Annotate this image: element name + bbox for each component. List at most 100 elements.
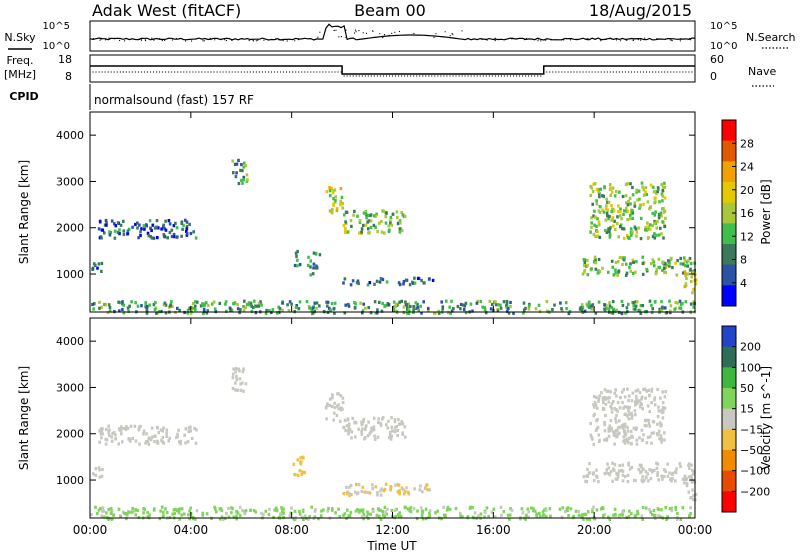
power-cells-cell [245, 173, 249, 177]
vel-cells-cell [161, 510, 165, 514]
power-cells-cell [611, 265, 615, 269]
noise-search-dot [452, 33, 454, 36]
power-colorbar-label: Power [dB] [759, 179, 773, 244]
vel-cells-cell [608, 396, 611, 400]
vel-cells-cell [532, 507, 535, 511]
vel-cells-cell [644, 506, 648, 510]
power-cells-cell [559, 301, 562, 305]
power-cells-cell [394, 305, 397, 309]
power-cells-cell [392, 308, 395, 312]
vel-cells-cell [100, 427, 103, 431]
vel-cells-cell [560, 515, 564, 519]
vel-cells-cell [609, 418, 613, 423]
power-cells-cell [344, 210, 348, 214]
vel-cells-cell [656, 387, 659, 392]
power-cells-cell [278, 307, 282, 311]
power-cells-cell [509, 300, 512, 305]
power-cells-cell [653, 221, 656, 225]
beam-title: Beam 00 [354, 1, 426, 20]
power-cells-cell [318, 253, 322, 257]
vel-cells-cell [366, 510, 369, 514]
power-cells-cell [136, 304, 140, 308]
vel-cells-cell [626, 480, 630, 484]
power-cells-cell [406, 306, 409, 310]
power-cells-cell [689, 267, 692, 271]
power-cells-cell [312, 262, 316, 266]
nave-dot [473, 75, 475, 77]
power-cells-cell [512, 311, 515, 315]
vel-cells-cell [262, 512, 265, 517]
time-tick-label: 20:00 [577, 523, 612, 537]
power-cells-cell [537, 303, 541, 307]
colorbar-swatch [722, 491, 736, 513]
power-cells-cell [620, 217, 623, 221]
power-cells-cell [334, 199, 337, 203]
vel-cells-cell [609, 470, 613, 474]
vel-cells-cell [666, 474, 670, 478]
vel-cells-cell [541, 514, 545, 518]
vel-cells-cell [544, 515, 548, 519]
nave-dot [488, 75, 490, 77]
vel-cells-cell [558, 507, 562, 511]
power-cells-cell [241, 181, 244, 185]
vel-cells-cell [617, 469, 621, 473]
vel-cells-cell [390, 434, 394, 438]
vel-cells-cell [242, 367, 245, 371]
vel-cells-cell [376, 493, 379, 497]
vel-cells-cell [188, 509, 191, 513]
power-cells-cell [627, 302, 630, 306]
power-cells-cell [412, 281, 415, 285]
vel-cells-cell [594, 403, 598, 407]
power-cells-cell [599, 187, 603, 191]
vel-cells-cell [237, 367, 241, 371]
vel-cells-cell [634, 403, 637, 407]
power-cells-cell [507, 311, 511, 315]
power-cells-cell [314, 266, 318, 270]
power-cells-cell [479, 299, 483, 304]
vel-cells-cell [690, 476, 693, 481]
nave-dot [277, 71, 279, 73]
vel-cells-cell [293, 509, 297, 513]
power-cells-cell [98, 219, 102, 223]
vel-cells-cell [626, 387, 629, 391]
power-cells-cell [427, 309, 430, 313]
power-cells-cell [264, 311, 268, 315]
nave-dot [373, 75, 375, 77]
power-cells-cell [288, 300, 292, 304]
noise-search-dot [203, 40, 205, 42]
power-cells-cell [232, 171, 235, 175]
power-cells-cell [140, 227, 143, 231]
vel-cells-cell [372, 416, 376, 420]
power-cells-cell [607, 270, 610, 274]
power-cells-cell [294, 251, 298, 255]
nave-dot [195, 71, 197, 73]
power-cells-cell [661, 194, 664, 198]
vel-cells-cell [602, 401, 605, 405]
vel-cells-cell [616, 429, 619, 433]
nave-dot [679, 71, 681, 73]
vel-cells-cell [656, 422, 659, 426]
power-cells-cell [306, 263, 310, 267]
vel-cells-cell [387, 419, 390, 423]
vel-cells-cell [145, 432, 148, 436]
vel-cells-cell [383, 487, 387, 491]
vel-cells-cell [652, 509, 656, 513]
power-cells-cell [407, 311, 411, 316]
power-cells-cell [620, 312, 624, 316]
power-cells-cell [369, 213, 372, 217]
power-cells-cell [107, 303, 111, 307]
power-cells-cell [369, 311, 373, 315]
nave-dot [564, 71, 566, 73]
power-cells-cell [663, 264, 666, 268]
time-tick-label: 08:00 [274, 523, 309, 537]
power-cells-cell [139, 234, 142, 238]
vel-cells-cell [655, 466, 659, 470]
vel-cells-cell [393, 420, 397, 424]
power-cells-cell [392, 300, 396, 304]
vel-cells-cell [656, 507, 660, 511]
power-y-label: Slant Range [km] [17, 160, 31, 264]
vel-cells-cell [653, 403, 657, 407]
vel-cells-cell [356, 491, 360, 495]
nave-dot [204, 71, 206, 73]
